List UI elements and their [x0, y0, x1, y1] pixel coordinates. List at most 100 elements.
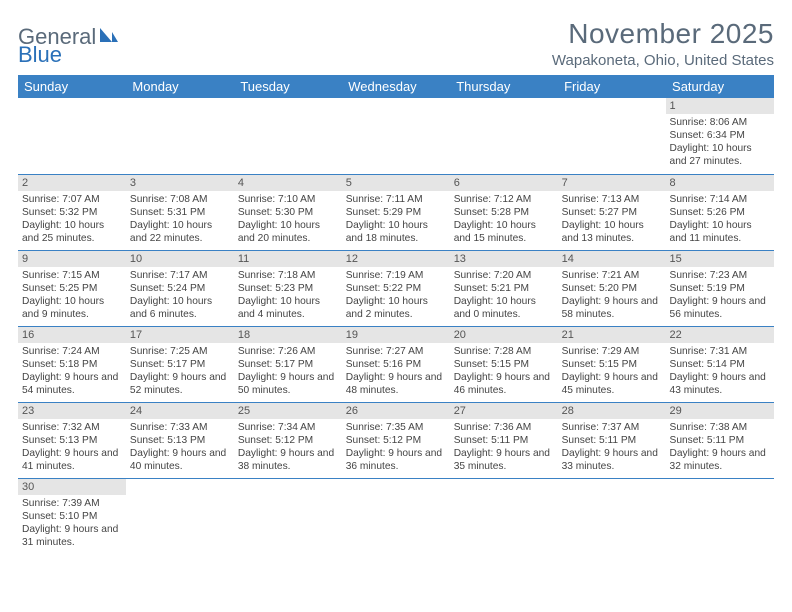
- calendar-cell: [18, 98, 126, 174]
- calendar-cell: 15Sunrise: 7:23 AMSunset: 5:19 PMDayligh…: [666, 250, 774, 326]
- calendar-cell: [126, 98, 234, 174]
- calendar-cell: 20Sunrise: 7:28 AMSunset: 5:15 PMDayligh…: [450, 326, 558, 402]
- calendar-table: SundayMondayTuesdayWednesdayThursdayFrid…: [18, 75, 774, 554]
- day-details: Sunrise: 7:37 AMSunset: 5:11 PMDaylight:…: [558, 419, 666, 475]
- day-number: 28: [558, 403, 666, 419]
- day-number: 3: [126, 175, 234, 191]
- day-details: Sunrise: 7:14 AMSunset: 5:26 PMDaylight:…: [666, 191, 774, 247]
- day-number: 7: [558, 175, 666, 191]
- day-number: 1: [666, 98, 774, 114]
- logo-sail-icon: [98, 24, 120, 50]
- calendar-cell: 10Sunrise: 7:17 AMSunset: 5:24 PMDayligh…: [126, 250, 234, 326]
- calendar-cell: 8Sunrise: 7:14 AMSunset: 5:26 PMDaylight…: [666, 174, 774, 250]
- day-number: 15: [666, 251, 774, 267]
- calendar-cell: 29Sunrise: 7:38 AMSunset: 5:11 PMDayligh…: [666, 402, 774, 478]
- day-number: 17: [126, 327, 234, 343]
- calendar-cell: 14Sunrise: 7:21 AMSunset: 5:20 PMDayligh…: [558, 250, 666, 326]
- day-number: 10: [126, 251, 234, 267]
- day-details: Sunrise: 8:06 AMSunset: 6:34 PMDaylight:…: [666, 114, 774, 170]
- day-number: 18: [234, 327, 342, 343]
- calendar-cell: 26Sunrise: 7:35 AMSunset: 5:12 PMDayligh…: [342, 402, 450, 478]
- day-details: Sunrise: 7:10 AMSunset: 5:30 PMDaylight:…: [234, 191, 342, 247]
- day-details: Sunrise: 7:21 AMSunset: 5:20 PMDaylight:…: [558, 267, 666, 323]
- calendar-cell: 18Sunrise: 7:26 AMSunset: 5:17 PMDayligh…: [234, 326, 342, 402]
- calendar-cell: 9Sunrise: 7:15 AMSunset: 5:25 PMDaylight…: [18, 250, 126, 326]
- calendar-cell: 5Sunrise: 7:11 AMSunset: 5:29 PMDaylight…: [342, 174, 450, 250]
- calendar-cell: 3Sunrise: 7:08 AMSunset: 5:31 PMDaylight…: [126, 174, 234, 250]
- day-details: Sunrise: 7:38 AMSunset: 5:11 PMDaylight:…: [666, 419, 774, 475]
- day-details: Sunrise: 7:18 AMSunset: 5:23 PMDaylight:…: [234, 267, 342, 323]
- calendar-cell: [558, 98, 666, 174]
- day-details: Sunrise: 7:07 AMSunset: 5:32 PMDaylight:…: [18, 191, 126, 247]
- day-number: 25: [234, 403, 342, 419]
- day-number: 24: [126, 403, 234, 419]
- day-details: Sunrise: 7:33 AMSunset: 5:13 PMDaylight:…: [126, 419, 234, 475]
- day-number: 12: [342, 251, 450, 267]
- calendar-week: 23Sunrise: 7:32 AMSunset: 5:13 PMDayligh…: [18, 402, 774, 478]
- day-number: 30: [18, 479, 126, 495]
- day-number: 14: [558, 251, 666, 267]
- calendar-cell: 17Sunrise: 7:25 AMSunset: 5:17 PMDayligh…: [126, 326, 234, 402]
- day-header: Monday: [126, 75, 234, 98]
- day-details: Sunrise: 7:25 AMSunset: 5:17 PMDaylight:…: [126, 343, 234, 399]
- calendar-cell: [342, 478, 450, 554]
- calendar-cell: 2Sunrise: 7:07 AMSunset: 5:32 PMDaylight…: [18, 174, 126, 250]
- location: Wapakoneta, Ohio, United States: [552, 52, 774, 69]
- day-details: Sunrise: 7:19 AMSunset: 5:22 PMDaylight:…: [342, 267, 450, 323]
- calendar-cell: 21Sunrise: 7:29 AMSunset: 5:15 PMDayligh…: [558, 326, 666, 402]
- day-details: Sunrise: 7:15 AMSunset: 5:25 PMDaylight:…: [18, 267, 126, 323]
- day-details: Sunrise: 7:35 AMSunset: 5:12 PMDaylight:…: [342, 419, 450, 475]
- calendar-cell: [558, 478, 666, 554]
- day-details: Sunrise: 7:32 AMSunset: 5:13 PMDaylight:…: [18, 419, 126, 475]
- day-details: Sunrise: 7:11 AMSunset: 5:29 PMDaylight:…: [342, 191, 450, 247]
- day-header: Tuesday: [234, 75, 342, 98]
- calendar-cell: [450, 98, 558, 174]
- calendar-week: 9Sunrise: 7:15 AMSunset: 5:25 PMDaylight…: [18, 250, 774, 326]
- day-number: 8: [666, 175, 774, 191]
- day-details: Sunrise: 7:23 AMSunset: 5:19 PMDaylight:…: [666, 267, 774, 323]
- day-header: Sunday: [18, 75, 126, 98]
- calendar-cell: 4Sunrise: 7:10 AMSunset: 5:30 PMDaylight…: [234, 174, 342, 250]
- day-number: 2: [18, 175, 126, 191]
- calendar-cell: 22Sunrise: 7:31 AMSunset: 5:14 PMDayligh…: [666, 326, 774, 402]
- calendar-cell: [666, 478, 774, 554]
- calendar-cell: 6Sunrise: 7:12 AMSunset: 5:28 PMDaylight…: [450, 174, 558, 250]
- day-number: 13: [450, 251, 558, 267]
- day-number: 9: [18, 251, 126, 267]
- calendar-body: 1Sunrise: 8:06 AMSunset: 6:34 PMDaylight…: [18, 98, 774, 554]
- calendar-week: 2Sunrise: 7:07 AMSunset: 5:32 PMDaylight…: [18, 174, 774, 250]
- day-header: Saturday: [666, 75, 774, 98]
- calendar-cell: 24Sunrise: 7:33 AMSunset: 5:13 PMDayligh…: [126, 402, 234, 478]
- day-header: Thursday: [450, 75, 558, 98]
- day-details: Sunrise: 7:17 AMSunset: 5:24 PMDaylight:…: [126, 267, 234, 323]
- calendar-cell: 12Sunrise: 7:19 AMSunset: 5:22 PMDayligh…: [342, 250, 450, 326]
- day-number: 6: [450, 175, 558, 191]
- calendar-week: 30Sunrise: 7:39 AMSunset: 5:10 PMDayligh…: [18, 478, 774, 554]
- day-details: Sunrise: 7:28 AMSunset: 5:15 PMDaylight:…: [450, 343, 558, 399]
- day-details: Sunrise: 7:36 AMSunset: 5:11 PMDaylight:…: [450, 419, 558, 475]
- calendar-cell: [126, 478, 234, 554]
- calendar-cell: 28Sunrise: 7:37 AMSunset: 5:11 PMDayligh…: [558, 402, 666, 478]
- calendar-cell: 30Sunrise: 7:39 AMSunset: 5:10 PMDayligh…: [18, 478, 126, 554]
- day-details: Sunrise: 7:24 AMSunset: 5:18 PMDaylight:…: [18, 343, 126, 399]
- day-number: 20: [450, 327, 558, 343]
- day-details: Sunrise: 7:20 AMSunset: 5:21 PMDaylight:…: [450, 267, 558, 323]
- calendar-cell: 23Sunrise: 7:32 AMSunset: 5:13 PMDayligh…: [18, 402, 126, 478]
- day-number: 29: [666, 403, 774, 419]
- day-details: Sunrise: 7:31 AMSunset: 5:14 PMDaylight:…: [666, 343, 774, 399]
- calendar-head: SundayMondayTuesdayWednesdayThursdayFrid…: [18, 75, 774, 98]
- calendar-cell: [450, 478, 558, 554]
- calendar-cell: 13Sunrise: 7:20 AMSunset: 5:21 PMDayligh…: [450, 250, 558, 326]
- day-number: 21: [558, 327, 666, 343]
- calendar-cell: 19Sunrise: 7:27 AMSunset: 5:16 PMDayligh…: [342, 326, 450, 402]
- logo-text-blue: Blue: [18, 42, 62, 68]
- calendar-cell: [234, 478, 342, 554]
- day-number: 4: [234, 175, 342, 191]
- day-number: 19: [342, 327, 450, 343]
- calendar-cell: 16Sunrise: 7:24 AMSunset: 5:18 PMDayligh…: [18, 326, 126, 402]
- calendar-cell: 7Sunrise: 7:13 AMSunset: 5:27 PMDaylight…: [558, 174, 666, 250]
- day-number: 26: [342, 403, 450, 419]
- month-title: November 2025: [552, 18, 774, 50]
- day-number: 5: [342, 175, 450, 191]
- calendar-cell: 27Sunrise: 7:36 AMSunset: 5:11 PMDayligh…: [450, 402, 558, 478]
